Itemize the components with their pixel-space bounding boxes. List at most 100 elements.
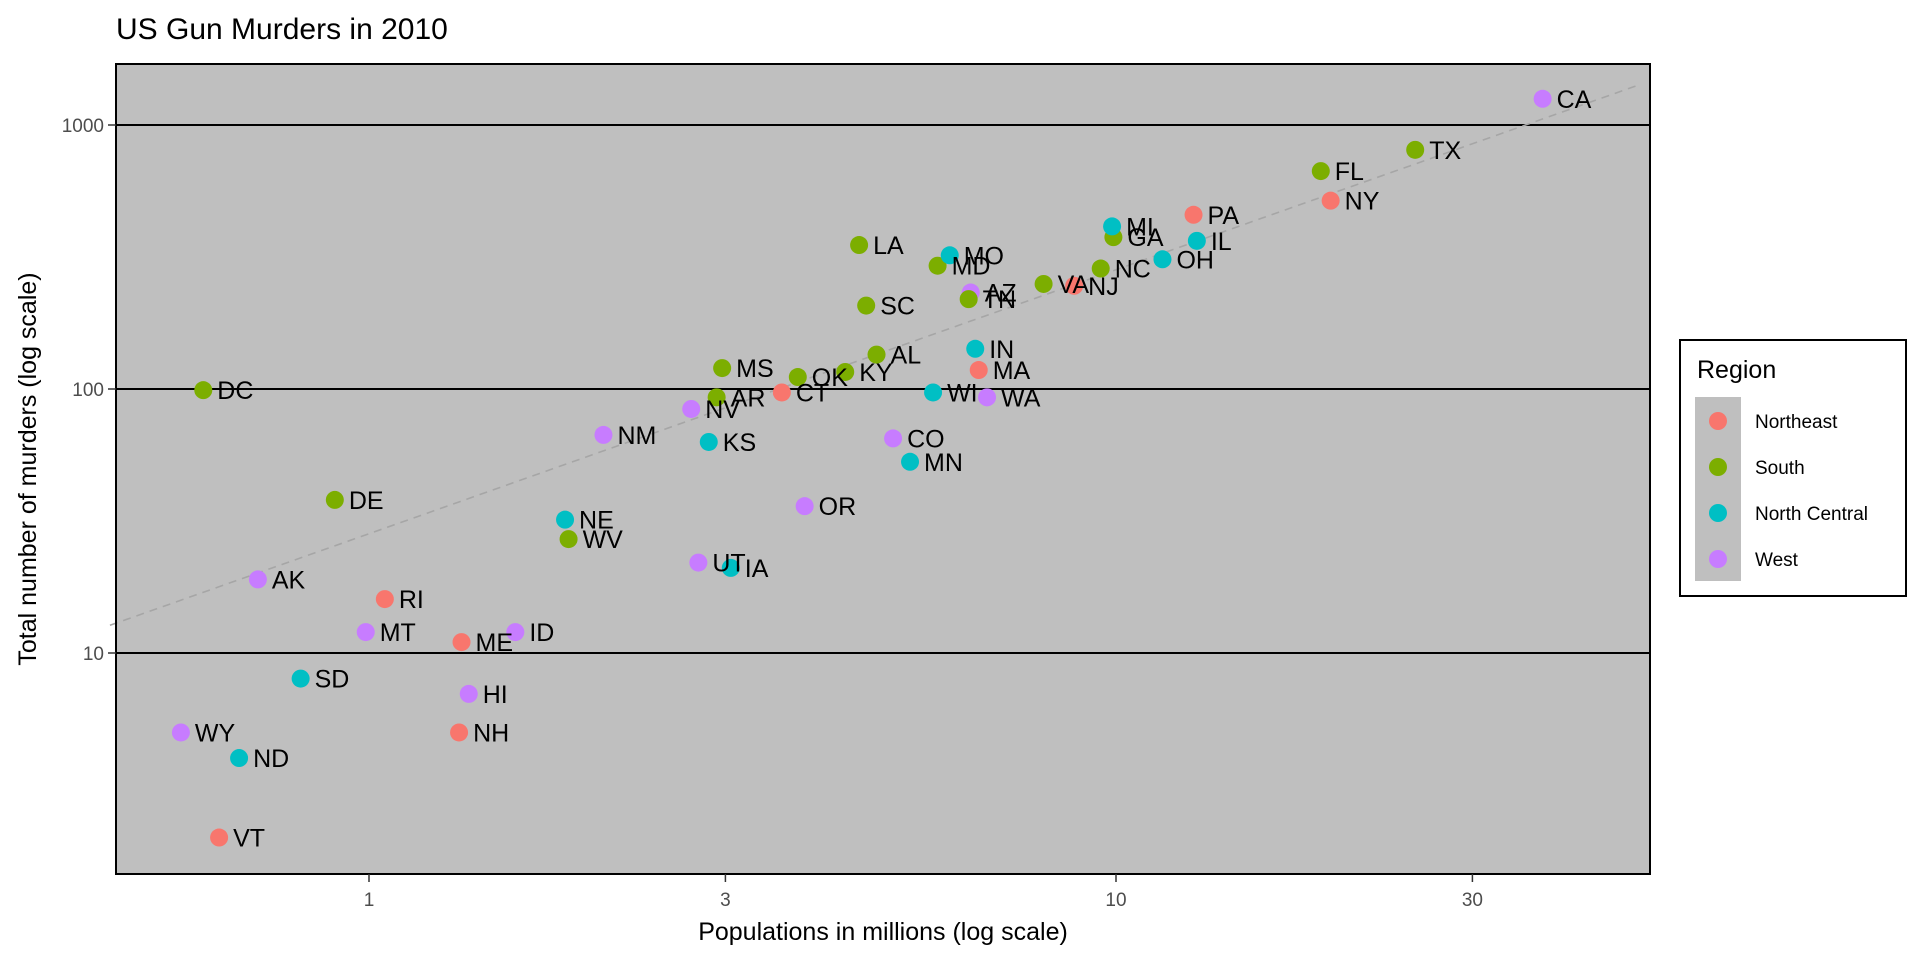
point-label-ia: IA: [745, 555, 769, 583]
point-label-ut: UT: [712, 550, 745, 578]
y-tick-label: 1000: [62, 116, 104, 137]
data-point-md: [928, 256, 947, 275]
point-label-nc: NC: [1115, 256, 1151, 284]
point-label-dc: DC: [217, 377, 253, 405]
point-label-tx: TX: [1429, 137, 1461, 165]
point-label-ct: CT: [796, 379, 829, 407]
data-point-in: [966, 339, 985, 358]
data-point-tx: [1406, 140, 1425, 159]
data-point-ct: [772, 383, 791, 402]
point-label-ca: CA: [1557, 86, 1592, 114]
data-point-mt: [356, 623, 375, 642]
data-point-ms: [713, 359, 732, 378]
data-point-ar: [707, 388, 726, 407]
point-label-nh: NH: [473, 719, 509, 747]
data-point-al: [867, 345, 886, 364]
data-point-de: [325, 490, 344, 509]
data-point-mo: [940, 246, 959, 265]
data-point-ca: [1533, 89, 1552, 108]
legend-label-northeast: Northeast: [1755, 412, 1838, 433]
y-tick-label: 100: [72, 380, 104, 401]
data-point-ok: [788, 368, 807, 387]
point-label-mo: MO: [964, 242, 1004, 270]
data-point-sc: [857, 296, 876, 315]
point-label-nj: NJ: [1088, 273, 1119, 301]
point-label-nv: NV: [705, 396, 740, 424]
point-label-wi: WI: [947, 379, 978, 407]
data-point-wv: [559, 530, 578, 549]
data-point-vt: [210, 828, 229, 847]
data-point-ma: [969, 361, 988, 380]
point-label-in: IN: [989, 336, 1014, 364]
legend-key-west: [1709, 550, 1727, 568]
data-point-mn: [901, 452, 920, 471]
y-axis-title: Total number of murders (log scale): [14, 272, 42, 665]
point-label-il: IL: [1211, 228, 1232, 256]
data-point-ny: [1321, 191, 1340, 210]
point-label-pa: PA: [1208, 202, 1240, 230]
data-point-tn: [959, 290, 978, 309]
point-label-or: OR: [819, 493, 857, 521]
point-label-fl: FL: [1335, 158, 1364, 186]
point-label-vt: VT: [233, 825, 265, 853]
legend-label-south: South: [1755, 458, 1805, 479]
legend-entries: Northeast South North Central West: [1709, 412, 1868, 571]
x-tick-label: 1: [364, 890, 375, 911]
point-label-ne: NE: [579, 507, 614, 535]
point-label-oh: OH: [1176, 246, 1214, 274]
legend-label-west: West: [1755, 550, 1799, 571]
point-label-md: MD: [952, 253, 991, 281]
data-point-nh: [450, 723, 469, 742]
data-point-il: [1187, 231, 1206, 250]
point-label-ri: RI: [399, 586, 424, 614]
legend-key-north-central: [1709, 504, 1727, 522]
point-label-nd: ND: [253, 745, 289, 773]
data-point-fl: [1311, 162, 1330, 181]
data-point-wi: [924, 383, 943, 402]
chart-title: US Gun Murders in 2010: [116, 13, 448, 46]
plot-panel-border: [115, 63, 1651, 875]
point-label-co: CO: [907, 425, 945, 453]
data-point-pa: [1184, 205, 1203, 224]
data-point-co: [884, 429, 903, 448]
reference-line-group: [109, 84, 1639, 627]
x-axis: 1 3 10 30: [364, 874, 1483, 911]
point-label-ar: AR: [731, 384, 766, 412]
data-point-nj: [1065, 276, 1084, 295]
data-point-ut: [689, 553, 708, 572]
data-point-nm: [594, 425, 613, 444]
legend-label-north-central: North Central: [1755, 504, 1868, 525]
data-point-wa: [978, 388, 997, 407]
gridlines: [116, 124, 1650, 654]
data-point-mi: [1103, 217, 1122, 236]
x-tick-label: 3: [720, 890, 731, 911]
data-point-nc: [1091, 259, 1110, 278]
data-point-sd: [291, 669, 310, 688]
point-label-me: ME: [476, 629, 514, 657]
point-label-id: ID: [529, 619, 554, 647]
points-group: [171, 89, 1552, 847]
point-label-ms: MS: [736, 355, 774, 383]
data-point-ri: [375, 590, 394, 609]
point-label-hi: HI: [483, 681, 508, 709]
legend-key-south: [1709, 458, 1727, 476]
point-label-az: AZ: [985, 280, 1017, 308]
y-axis: 10 100 1000: [62, 116, 116, 665]
point-label-mn: MN: [924, 449, 963, 477]
y-tick-label: 10: [83, 644, 104, 665]
point-label-wa: WA: [1001, 384, 1041, 412]
point-label-sc: SC: [880, 293, 915, 321]
data-point-ia: [721, 558, 740, 577]
point-label-ga: GA: [1127, 224, 1163, 252]
data-point-va: [1034, 274, 1053, 293]
data-point-wy: [171, 723, 190, 742]
point-label-va: VA: [1058, 271, 1090, 299]
data-point-id: [506, 623, 525, 642]
data-point-me: [452, 633, 471, 652]
point-label-ny: NY: [1345, 188, 1380, 216]
data-point-ky: [836, 362, 855, 381]
point-label-wy: WY: [195, 719, 236, 747]
data-point-or: [795, 497, 814, 516]
x-axis-title: Populations in millions (log scale): [698, 918, 1068, 946]
